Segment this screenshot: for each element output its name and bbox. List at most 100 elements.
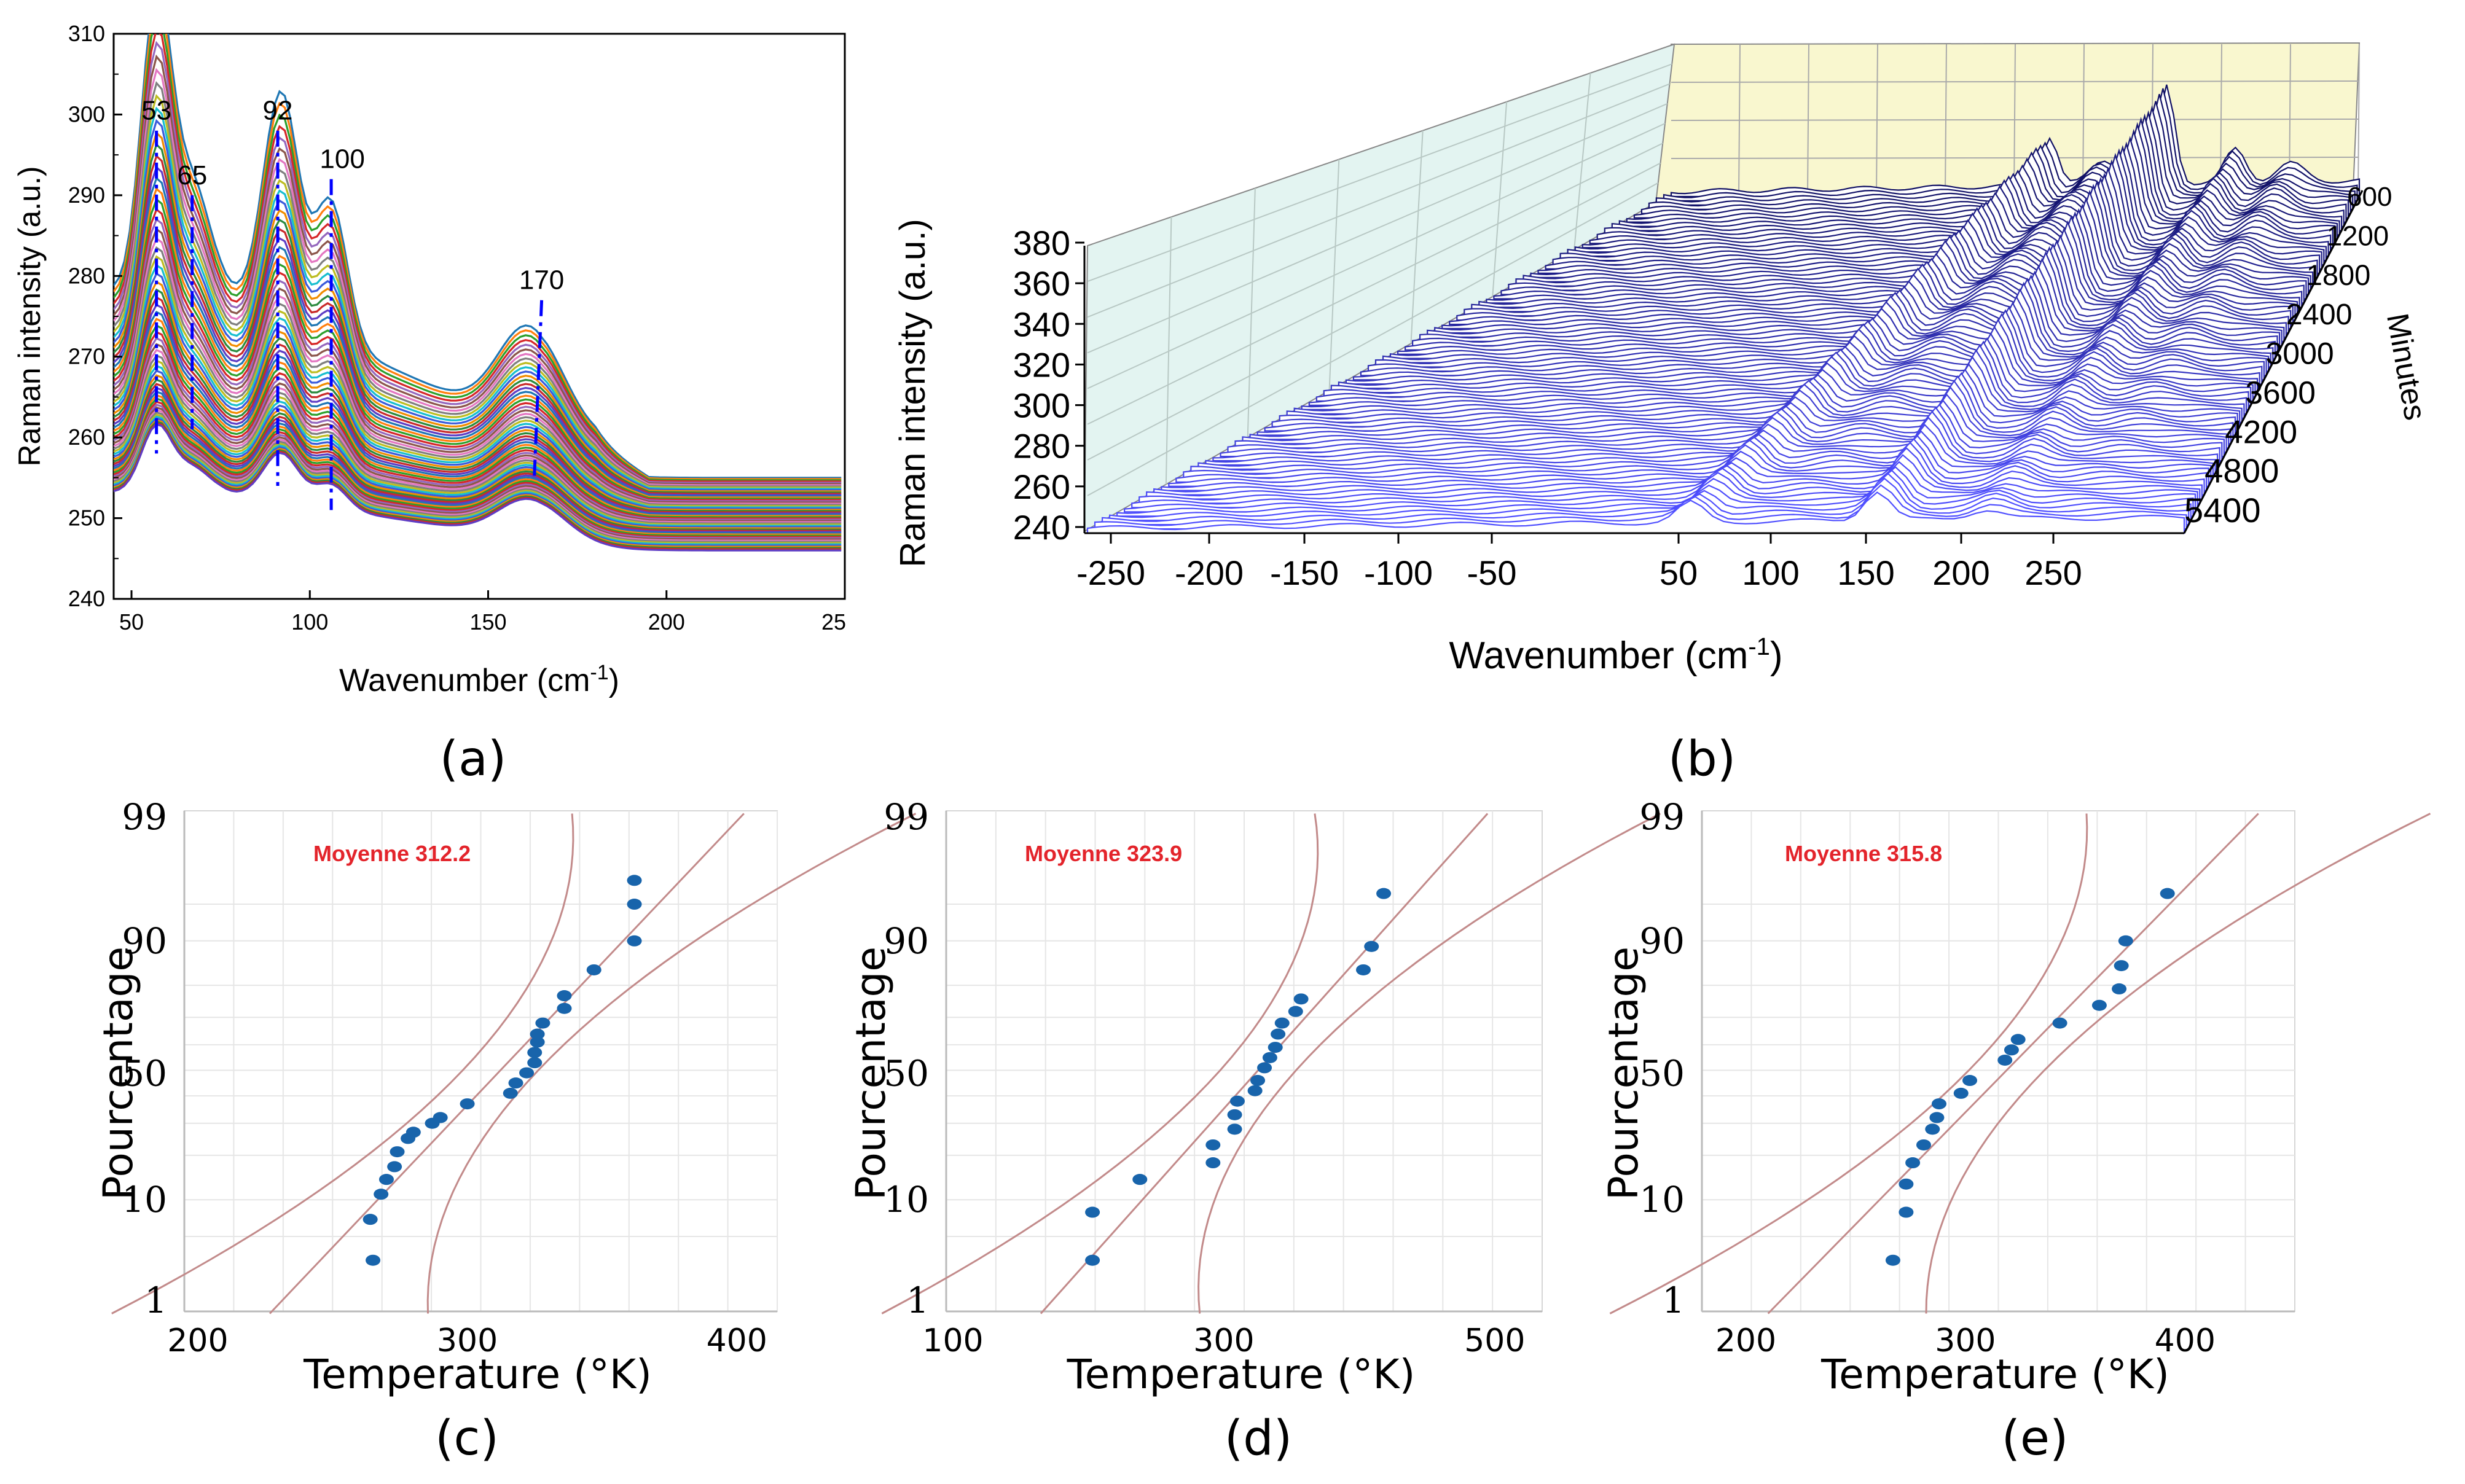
data-point [1356,964,1371,975]
left-grid-line [1087,123,1666,389]
x-tick-label: -200 [1175,553,1244,592]
spectrum-trace [1168,434,2209,487]
spectrum-curve [114,295,842,514]
spectrum-curve [114,359,842,526]
y-tick-label: 10 [1639,1179,1685,1220]
confidence-band-upper [1197,813,1661,1314]
data-point [1364,940,1379,952]
spectrum-trace [1279,356,2243,423]
spectrum-curve [114,68,842,486]
y-tick-label: 99 [884,796,929,838]
y-tick-label: 50 [884,1053,929,1095]
spectrum-curve [114,280,842,511]
x-tick-label: 300 [1193,1322,1254,1359]
y-tick-label: 380 [1013,224,1070,262]
data-point [530,1028,545,1040]
panel-label-c: (c) [435,1411,499,1466]
panel-label-a: (a) [440,732,507,787]
y-tick-label: 260 [68,424,105,450]
data-point [2052,1017,2067,1029]
data-point [390,1146,405,1158]
x-tick-label: 200 [648,609,685,635]
panel-label-e: (e) [2002,1411,2069,1466]
data-point [1376,888,1392,899]
spectrum-trace [1315,332,2254,402]
y-tick-label: 50 [122,1053,167,1095]
y-tick-label: 1 [1662,1279,1685,1321]
y-tick-label: 1 [906,1279,929,1321]
confidence-band-lower [111,813,574,1314]
y-tick-label: 340 [1013,305,1070,343]
y-tick-label: 240 [1013,508,1070,547]
data-point [1288,1006,1303,1017]
x-axis-title: Temperature (°K) [303,1351,652,1398]
spectrum-curve [114,187,842,499]
data-point [1916,1139,1931,1150]
data-point [508,1077,523,1089]
data-point [406,1127,421,1138]
data-point [527,1057,543,1069]
spectrum-curve [114,106,842,490]
left-grid-line [1087,83,1670,318]
y-tick-label: 320 [1013,345,1070,384]
confidence-band-upper [1925,813,2431,1314]
spectrum-curve [114,364,842,527]
y-tick-label: 300 [68,101,105,127]
panel-c-probability-plot: Moyenne 312.2 1 10 50 90 99 200 300 400 Temperatu… [95,796,917,1398]
x-tick-label: -150 [1270,553,1339,592]
peak-marker-line [533,300,544,478]
spectrum-trace [1190,416,2216,474]
data-point [1929,1112,1945,1123]
spectrum-curve [114,34,842,479]
spectrum-curve [114,34,842,480]
spectrum-curve [114,330,842,520]
spectrum-trace [1234,386,2230,449]
peak-label: 170 [519,265,564,295]
data-point [530,1036,545,1048]
panel-e-probability-plot: Moyenne 315.8 1 10 50 90 99 200 300 400Temperatu… [1600,796,2431,1398]
x-tick-label: -250 [1076,553,1145,592]
y-tick-label: 99 [122,796,167,838]
x-tick-label: 25 [821,609,846,635]
x-tick-label: 400 [2155,1322,2216,1359]
x-tick-label: 250 [2024,553,2082,592]
data-point [2010,1034,2026,1045]
spectrum-curve [114,404,842,539]
x-tick-label: 100 [922,1322,983,1359]
panel-b-x-axis-label: Wavenumber (cm-1) [1449,633,1782,677]
confidence-band-upper [426,813,917,1314]
data-point [1262,1052,1277,1063]
y-tick-label: 90 [1639,920,1685,962]
y-tick-label: 90 [122,920,167,962]
data-point [1227,1109,1242,1120]
x-tick-label: 50 [1660,553,1698,592]
data-point [557,1002,572,1014]
z-tick-label: 3000 [2266,337,2334,371]
mean-annotation: Moyenne 315.8 [1785,841,1942,866]
panel-a-axis-ticks: 50 100 150 200 25 240 250 260 270 280 290 300 310 [68,21,846,635]
x-tick-label: 150 [1837,553,1894,592]
y-tick-label: 10 [122,1179,167,1220]
fit-line [1767,813,2259,1314]
spectrum-curve [114,397,842,537]
spectrum-curve [114,420,842,549]
spectrum-curve [114,378,842,531]
spectrum-curve [114,34,842,482]
back-grid-line [2357,44,2360,196]
data-point [460,1098,475,1110]
data-point [1085,1206,1100,1218]
data-point [1905,1157,1921,1169]
data-point [2160,888,2175,899]
data-point [2118,935,2133,947]
data-point [387,1161,402,1173]
data-point [1229,1095,1245,1107]
spectrum-curve [114,374,842,529]
data-point [1899,1178,1914,1190]
spectrum-curve [114,394,842,536]
spectrum-curve [114,54,842,485]
back-grid-line [1671,119,2359,121]
spectrum-curve [114,176,842,498]
spectrum-curve [114,119,842,491]
x-tick-label: 500 [1464,1322,1525,1359]
spectrum-curve [114,318,842,517]
